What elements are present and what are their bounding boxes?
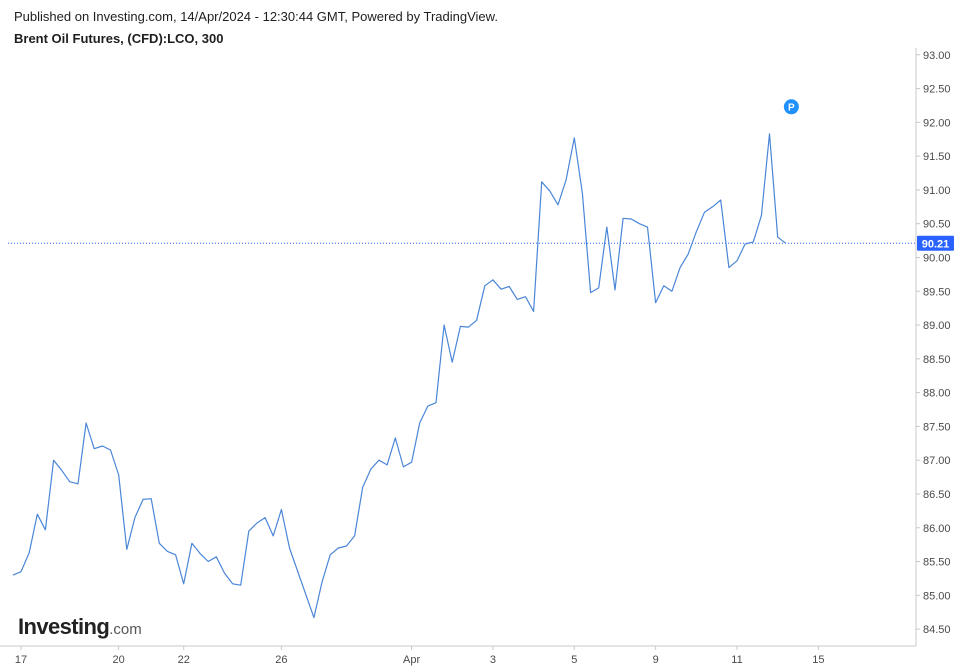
price-tick-label: 92.00 [923,117,951,129]
price-tick-label: 89.50 [923,286,951,298]
price-line [12,133,787,619]
price-axis: 84.50 85.00 85.50 86.00 86.50 87.00 87.50 88.00… [915,48,951,646]
price-tick-label: 86.50 [923,489,951,501]
time-tick-label: 15 [812,654,824,666]
time-tick-label: 20 [113,654,125,666]
price-series [12,133,787,619]
price-tick-label: 88.00 [923,388,951,400]
price-tick-label: 90.00 [923,252,951,264]
logo-tld: .com [109,621,142,638]
published-caption: Published on Investing.com, 14/Apr/2024 … [14,9,498,24]
price-tick-label: 86.00 [923,523,951,535]
price-tick-label: 88.50 [923,354,951,366]
time-tick-label: Apr [403,654,420,666]
last-price-label: 90.21 [922,238,950,250]
time-tick-label: 3 [490,654,496,666]
event-marker[interactable]: P [783,99,799,115]
chart-title: Brent Oil Futures, (CFD):LCO, 300 [14,31,224,46]
time-tick-label: 9 [653,654,659,666]
price-tick-label: 85.00 [923,590,951,602]
time-tick-label: 17 [15,654,27,666]
time-tick-label: 26 [275,654,287,666]
last-price-badge [917,235,954,251]
price-tick-label: 92.50 [923,84,951,96]
time-tick-label: 11 [731,654,742,666]
price-tick-label: 87.00 [923,455,951,467]
price-tick-label: 93.00 [923,50,951,62]
investing-logo[interactable]: Investing.com [18,614,142,640]
event-marker-circle [783,99,799,115]
price-tick-label: 87.50 [923,421,951,433]
price-tick-label: 91.00 [923,185,951,197]
price-tick-label: 90.50 [923,219,951,231]
price-tick-label: 85.50 [923,557,951,569]
price-tick-label: 84.50 [923,624,951,636]
time-axis: 17 20 22 26 Apr 3 5 9 11 15 [0,645,916,666]
price-tick-label: 91.50 [923,151,951,163]
last-price-indicator: 90.21 [8,235,954,251]
event-marker-label: P [788,102,795,113]
time-tick-label: 5 [571,654,577,666]
logo-brand: Investing [18,614,110,639]
price-tick-label: 89.00 [923,320,951,332]
time-tick-label: 22 [178,654,190,666]
